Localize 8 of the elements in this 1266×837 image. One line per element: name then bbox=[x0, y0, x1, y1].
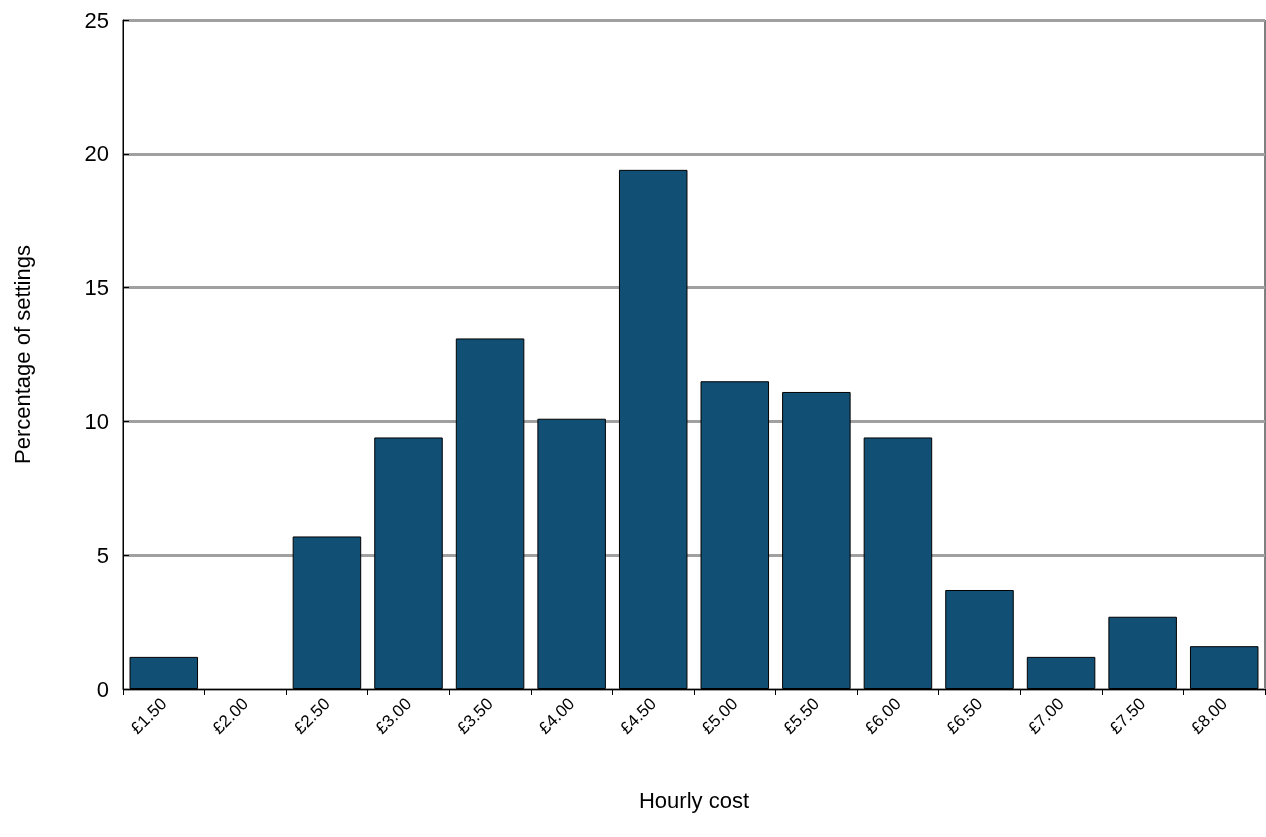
y-tick-label: 10 bbox=[84, 408, 109, 434]
y-axis-title: Percentage of settings bbox=[9, 245, 35, 464]
y-tick-label: 15 bbox=[84, 275, 109, 301]
x-axis-title: Hourly cost bbox=[638, 787, 750, 813]
y-tick-label: 20 bbox=[84, 141, 109, 167]
y-tick-label: 0 bbox=[96, 676, 109, 702]
y-tick-label: 5 bbox=[96, 542, 109, 568]
y-tick-label: 25 bbox=[84, 7, 109, 33]
